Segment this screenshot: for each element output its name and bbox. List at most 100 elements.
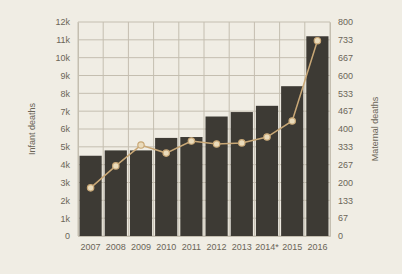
grid-line-vertical <box>229 22 230 236</box>
tick-label: 4k <box>60 160 70 170</box>
grid-line-vertical <box>204 22 205 236</box>
marker <box>289 118 295 124</box>
grid-line-vertical <box>330 22 331 236</box>
axis-line <box>78 23 79 237</box>
tick-label: 133 <box>338 196 353 206</box>
tick: 2012 <box>207 236 227 252</box>
grid-line-vertical <box>178 22 179 236</box>
tick-label: 200 <box>338 178 353 188</box>
axis-line <box>79 236 331 237</box>
tick: 12k <box>55 17 78 27</box>
tick-label: 2013 <box>232 242 252 252</box>
tick-label: 2010 <box>156 242 176 252</box>
tick-label: 267 <box>338 160 353 170</box>
tick: 4k <box>60 160 78 170</box>
y-axis: 0 1k 2k 3k 4k 5k 6k 7k 8k 9k 10k 11k 12k <box>55 17 78 241</box>
tick: 3k <box>60 178 78 188</box>
tick: 2011 <box>182 236 201 252</box>
marker <box>188 138 194 144</box>
bar <box>256 106 278 236</box>
tick-label: 6k <box>60 124 70 134</box>
bar <box>180 137 202 236</box>
marker <box>138 142 144 148</box>
grid-line-vertical <box>103 22 104 236</box>
grid-line-vertical <box>153 22 154 236</box>
marker <box>113 163 119 169</box>
tick: 5k <box>60 142 78 152</box>
tick: 533 <box>330 89 353 99</box>
y2-axis-title: Maternal deaths <box>370 96 380 161</box>
tick: 400 <box>330 124 353 134</box>
tick-label: 1k <box>60 214 70 224</box>
tick-label: 2014* <box>255 242 279 252</box>
bar <box>130 150 152 236</box>
tick-label: 2012 <box>207 242 227 252</box>
tick: 2010 <box>156 236 176 252</box>
bar <box>281 86 303 236</box>
tick: 9k <box>60 71 78 81</box>
tick: 6k <box>60 124 78 134</box>
grid-line-vertical <box>304 22 305 236</box>
tick-label: 467 <box>338 106 353 116</box>
tick: 2k <box>60 196 78 206</box>
grid-line-vertical <box>254 22 255 236</box>
tick: 133 <box>330 196 353 206</box>
marker <box>87 185 93 191</box>
tick-label: 11k <box>56 35 70 45</box>
tick: 67 <box>330 213 348 223</box>
tick-label: 2015 <box>282 242 302 252</box>
tick-label: 733 <box>338 35 353 45</box>
tick: 2007 <box>81 236 101 252</box>
tick: 2014* <box>255 236 279 252</box>
tick: 2008 <box>106 236 126 252</box>
tick-label: 7k <box>60 107 70 117</box>
tick: 667 <box>330 53 353 63</box>
marker <box>314 38 320 44</box>
grid-line-vertical <box>78 22 79 236</box>
marker <box>163 150 169 156</box>
tick: 200 <box>330 178 353 188</box>
tick-label: 2k <box>60 196 70 206</box>
tick-label: 5k <box>60 142 70 152</box>
tick-label: 2016 <box>307 242 327 252</box>
x-axis: 2007 2008 2009 2010 2011 2012 20132014*2015 201… <box>79 236 331 252</box>
line <box>91 41 318 188</box>
tick-label: 10k <box>55 53 70 63</box>
tick-label: 533 <box>338 89 353 99</box>
y-axis-title: Infant deaths <box>27 102 37 155</box>
tick-label: 600 <box>338 71 353 81</box>
tick-label: 3k <box>60 178 70 188</box>
grid <box>78 22 330 236</box>
marker <box>213 141 219 147</box>
tick: 600 <box>330 71 353 81</box>
tick: 2015 <box>282 236 302 252</box>
tick: 0 <box>65 231 78 241</box>
tick-label: 667 <box>338 53 353 63</box>
marker <box>264 134 270 140</box>
tick-label: 400 <box>338 124 353 134</box>
grid-line-vertical <box>128 22 129 236</box>
tick-label: 800 <box>338 17 353 27</box>
tick-label: 67 <box>338 213 348 223</box>
tick: 11k <box>56 35 78 45</box>
marker <box>239 140 245 146</box>
chart: 0 1k 2k 3k 4k 5k 6k 7k 8k 9k 10k 11k 12k 0 67 133 200 267… <box>0 0 402 274</box>
tick-label: 0 <box>65 231 70 241</box>
tick-label: 8k <box>60 89 70 99</box>
bar <box>231 112 253 236</box>
bar <box>105 150 127 236</box>
tick-label: 9k <box>60 71 70 81</box>
tick: 1k <box>60 214 78 224</box>
plot-area <box>80 36 329 236</box>
tick: 2013 <box>232 236 252 252</box>
tick: 467 <box>330 106 353 116</box>
tick: 7k <box>60 107 78 117</box>
tick: 8k <box>60 89 78 99</box>
tick: 0 <box>330 231 343 241</box>
tick-label: 2011 <box>182 242 201 252</box>
axis-line <box>330 23 331 237</box>
tick: 2009 <box>131 236 151 252</box>
tick: 267 <box>330 160 353 170</box>
tick-label: 0 <box>338 231 343 241</box>
bar <box>155 138 177 236</box>
